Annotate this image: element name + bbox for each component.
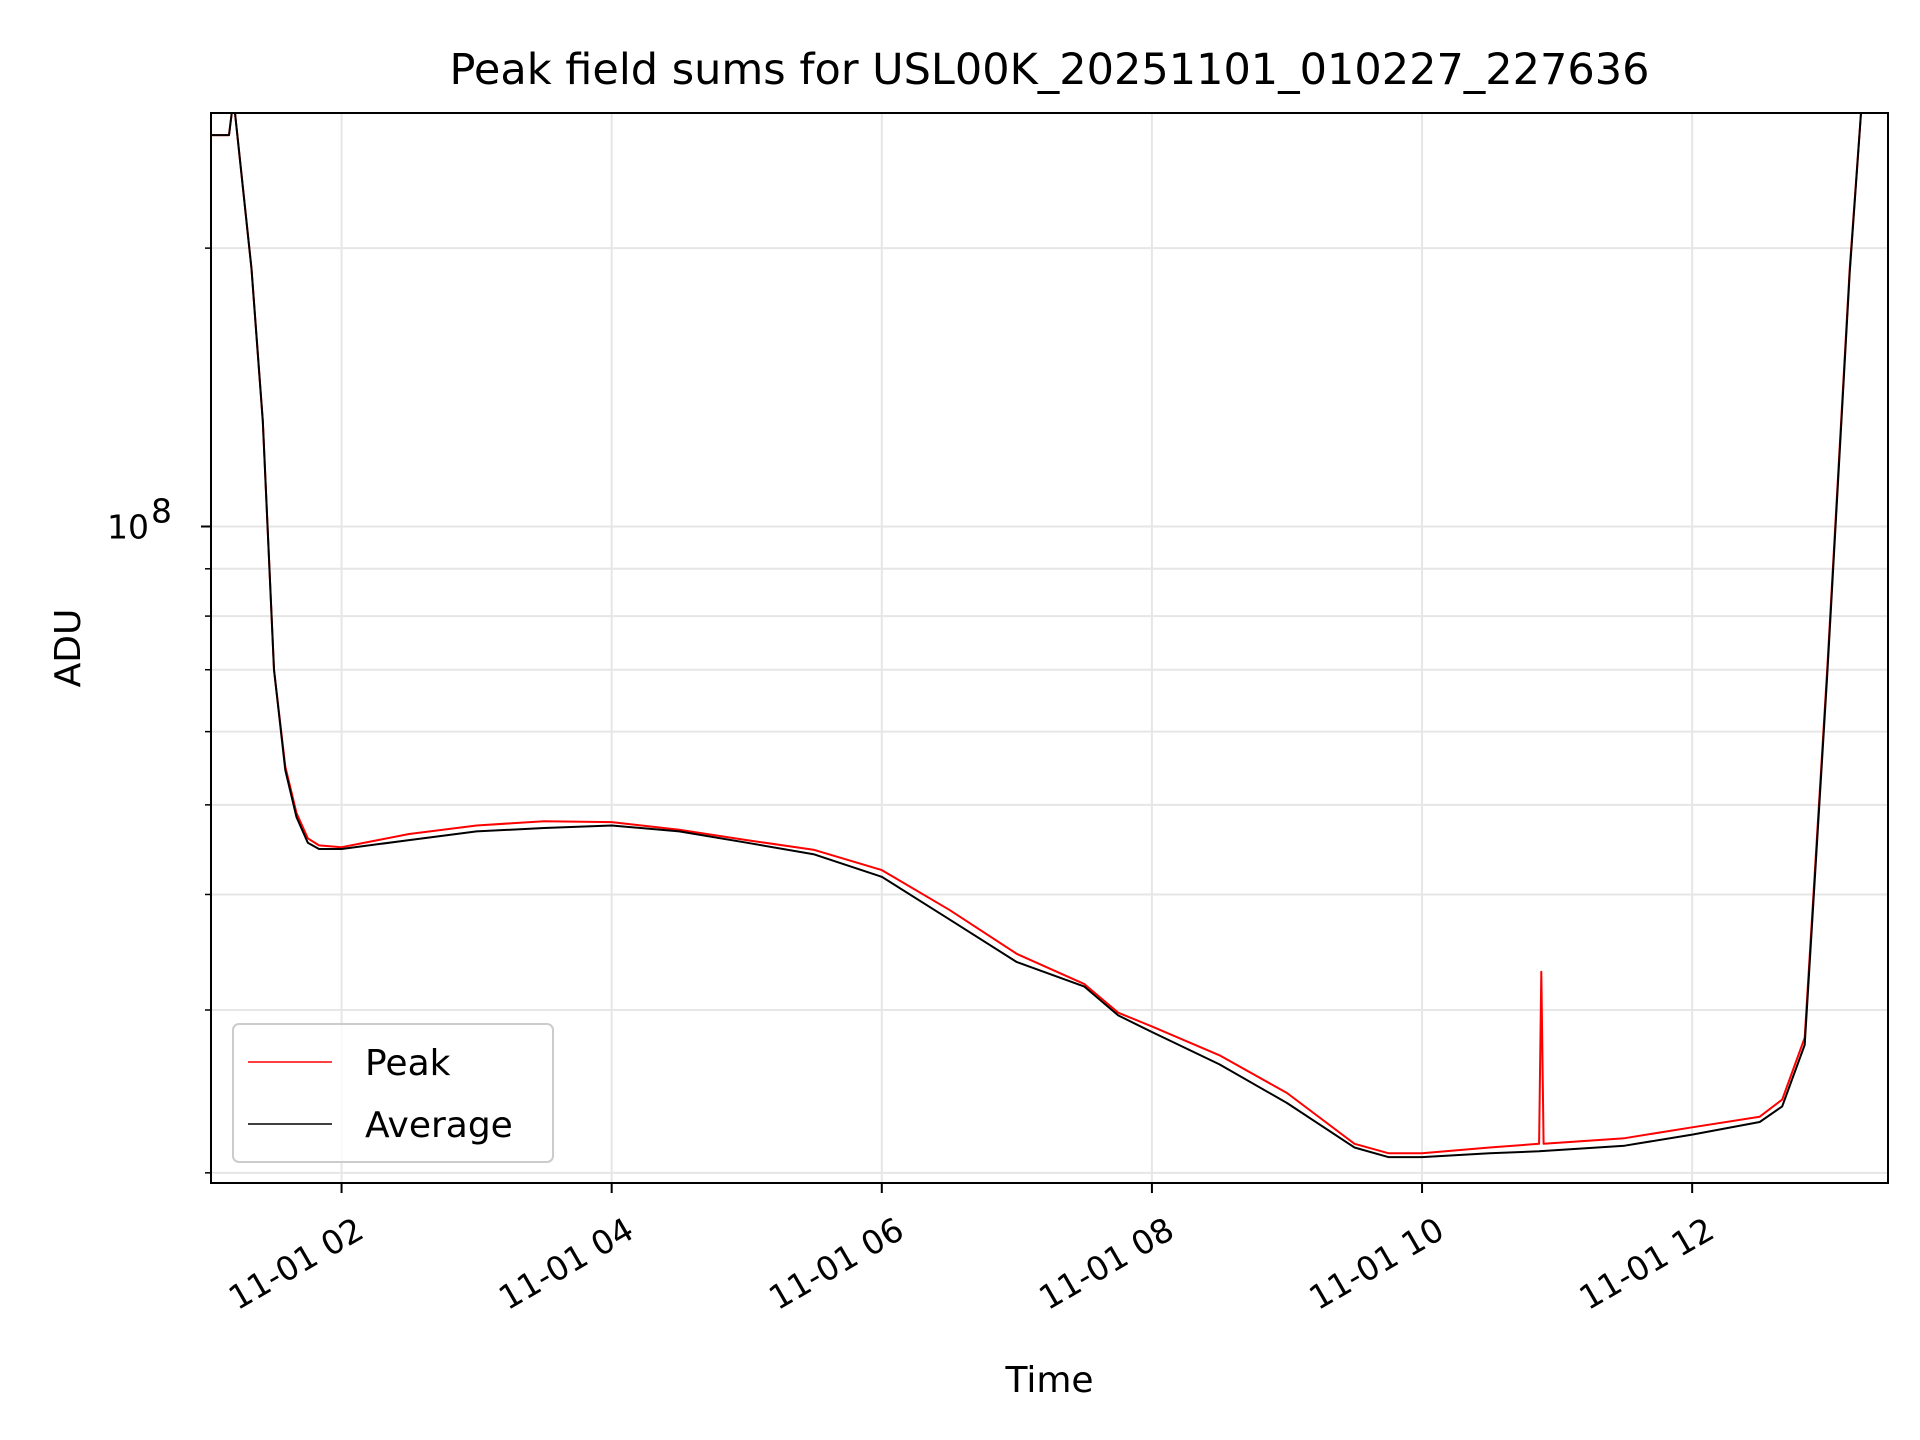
legend-label-peak: Peak xyxy=(365,1043,451,1084)
x-tick-label: 11-01 10 xyxy=(1302,1210,1450,1318)
x-tick-label: 11-01 04 xyxy=(492,1210,640,1318)
y-tick-label-exponent: 8 xyxy=(151,491,172,530)
legend-box xyxy=(232,1023,554,1163)
series-line-peak xyxy=(211,113,1862,1155)
y-axis-label: ADU xyxy=(48,609,89,688)
x-tick-label: 11-01 06 xyxy=(762,1210,910,1318)
legend-label-average: Average xyxy=(365,1105,513,1146)
plot-frame xyxy=(210,112,1889,1184)
x-axis-label: Time xyxy=(1004,1360,1093,1401)
plot-series xyxy=(211,113,1862,1159)
y-tick-label: 10 xyxy=(107,507,149,546)
x-tick-label: 11-01 02 xyxy=(222,1210,370,1318)
chart-title: Peak field sums for USL00K_20251101_0102… xyxy=(450,45,1650,95)
x-tick-label: 11-01 12 xyxy=(1573,1210,1721,1318)
grid xyxy=(211,113,1888,1183)
x-tick-label: 11-01 08 xyxy=(1032,1210,1180,1318)
legend: Peak Average xyxy=(232,1023,554,1163)
series-line-average xyxy=(211,113,1862,1159)
